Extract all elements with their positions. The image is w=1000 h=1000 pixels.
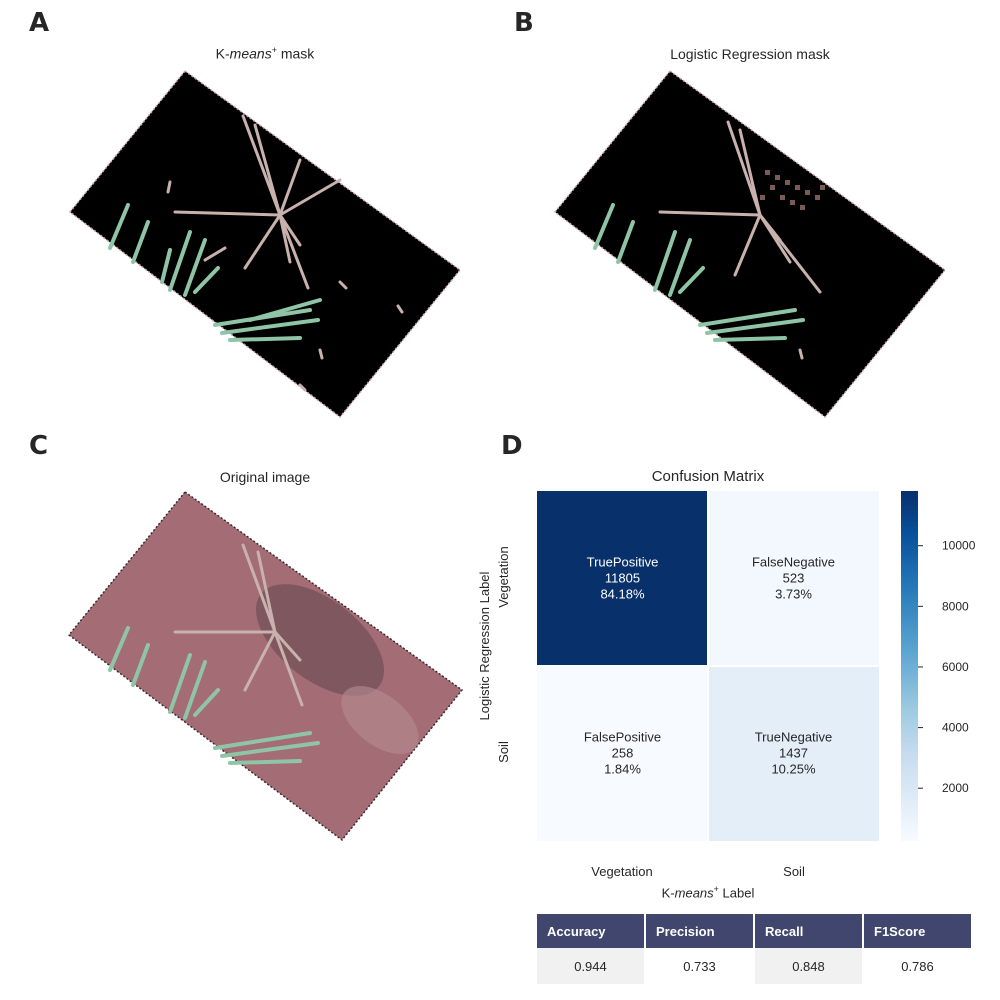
cell-label-falsepositive-count: 258 bbox=[612, 746, 634, 761]
green-grass-blades bbox=[108, 626, 320, 765]
xlabel-sup: + bbox=[713, 884, 719, 894]
heatmap-cell-truepositive bbox=[537, 491, 708, 666]
cell-label-falsepositive-name: FalsePositive bbox=[584, 730, 661, 745]
metrics-table: Accuracy Precision Recall F1Score 0.944 … bbox=[537, 914, 973, 984]
cell-label-falsenegative-count: 523 bbox=[783, 571, 805, 586]
heatmap-cell-falsepositive bbox=[537, 666, 708, 841]
metrics-value-recall: 0.848 bbox=[754, 948, 864, 984]
colorbar-tick-label: 4000 bbox=[942, 721, 969, 735]
col-label-soil: Soil bbox=[783, 864, 805, 879]
x-axis-label: K-means+ Label bbox=[608, 884, 808, 900]
metrics-value-precision: 0.733 bbox=[645, 948, 755, 984]
panel-letter-b: B bbox=[514, 8, 534, 38]
cell-label-falsenegative-name: FalseNegative bbox=[752, 555, 835, 570]
panel-letter-d: D bbox=[501, 431, 523, 461]
soil-background bbox=[67, 490, 464, 842]
confusion-matrix-title: Confusion Matrix bbox=[651, 468, 765, 485]
logreg-mask-title: Logistic Regression mask bbox=[670, 46, 830, 62]
dark-soil-patch bbox=[255, 584, 385, 696]
kmeans-mask-title: K-means+ mask bbox=[140, 45, 390, 62]
metrics-header-row: Accuracy Precision Recall F1Score bbox=[537, 914, 973, 948]
pale-grass-blades bbox=[658, 120, 822, 360]
col-label-vegetation: Vegetation bbox=[591, 864, 653, 879]
metrics-value-f1score: 0.786 bbox=[863, 948, 973, 984]
row-label-soil: Soil bbox=[496, 741, 511, 763]
cell-label-truepositive-count: 11805 bbox=[605, 571, 640, 586]
y-axis-label: Logistic Regression Label bbox=[477, 571, 492, 721]
cell-label-falsepositive-percent: 1.84% bbox=[604, 762, 641, 777]
metrics-header-f1score: F1Score bbox=[863, 914, 973, 948]
cell-label-truenegative-count: 1437 bbox=[779, 746, 808, 761]
colorbar bbox=[901, 491, 918, 841]
xlabel-prefix: K- bbox=[661, 885, 675, 901]
metrics-header-accuracy: Accuracy bbox=[537, 914, 646, 948]
pale-grass-blades bbox=[166, 114, 404, 392]
cell-label-truepositive-percent: 84.18% bbox=[600, 587, 645, 602]
metrics-value-row: 0.944 0.733 0.848 0.786 bbox=[537, 948, 973, 984]
green-grass-blades bbox=[108, 203, 322, 342]
green-grass-blades bbox=[593, 203, 805, 342]
cell-label-truenegative-name: TrueNegative bbox=[755, 730, 833, 745]
title-suffix: mask bbox=[276, 45, 315, 62]
pale-grass-blades bbox=[173, 543, 304, 707]
colorbar-tick-label: 2000 bbox=[942, 781, 969, 795]
mask-background bbox=[553, 69, 947, 419]
row-label-vegetation: Vegetation bbox=[496, 546, 511, 608]
title-italic: means bbox=[229, 45, 272, 62]
mask-background bbox=[68, 69, 462, 419]
cell-label-truepositive-name: TruePositive bbox=[587, 555, 659, 570]
brown-speckle-region bbox=[760, 170, 825, 210]
xlabel-suffix: Label bbox=[718, 885, 755, 901]
colorbar-tick-label: 6000 bbox=[942, 660, 969, 674]
cell-label-truenegative-percent: 10.25% bbox=[771, 762, 816, 777]
heatmap-cell-falsenegative bbox=[708, 491, 879, 666]
colorbar-tick-label: 10000 bbox=[942, 539, 976, 553]
title-sup: + bbox=[271, 45, 277, 55]
original-image-title: Original image bbox=[219, 469, 311, 485]
panel-letter-c: C bbox=[29, 431, 49, 461]
metrics-header-recall: Recall bbox=[754, 914, 864, 948]
heatmap-cell-truenegative bbox=[708, 666, 879, 841]
metrics-value-accuracy: 0.944 bbox=[537, 948, 646, 984]
title-prefix: K- bbox=[215, 45, 230, 62]
cell-label-falsenegative-percent: 3.73% bbox=[775, 587, 812, 602]
panel-letter-a: A bbox=[29, 8, 50, 38]
xlabel-italic: means bbox=[674, 885, 714, 901]
metrics-header-precision: Precision bbox=[645, 914, 755, 948]
light-soil-patch bbox=[341, 686, 419, 754]
colorbar-tick-label: 8000 bbox=[942, 599, 969, 613]
